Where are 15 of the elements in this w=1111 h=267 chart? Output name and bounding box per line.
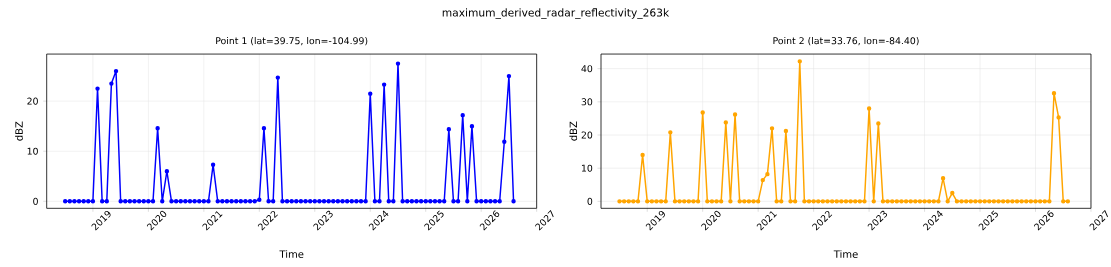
y-axis-title: dBZ — [15, 121, 23, 141]
x-axis-title: Time — [833, 250, 858, 258]
y-tick-label: 0 — [587, 197, 593, 205]
y-tick-label: 10 — [27, 147, 38, 155]
x-axis-title: Time — [279, 250, 304, 258]
y-tick-label: 40 — [581, 65, 593, 73]
chart-title: Point 2 (lat=33.76, lon=-84.40) — [773, 37, 919, 46]
y-axis-title: dBZ — [569, 121, 578, 141]
y-tick-label: 10 — [581, 164, 593, 172]
y-tick-label: 20 — [581, 131, 593, 139]
text: maximum_derived_radar_reflectivity_263k — [442, 8, 670, 19]
y-tick-label: 0 — [33, 197, 38, 205]
y-tick-label: 20 — [27, 97, 38, 105]
y-tick-label: 30 — [581, 98, 593, 106]
chart-title: Point 1 (lat=39.75, lon=-104.99) — [216, 37, 368, 46]
